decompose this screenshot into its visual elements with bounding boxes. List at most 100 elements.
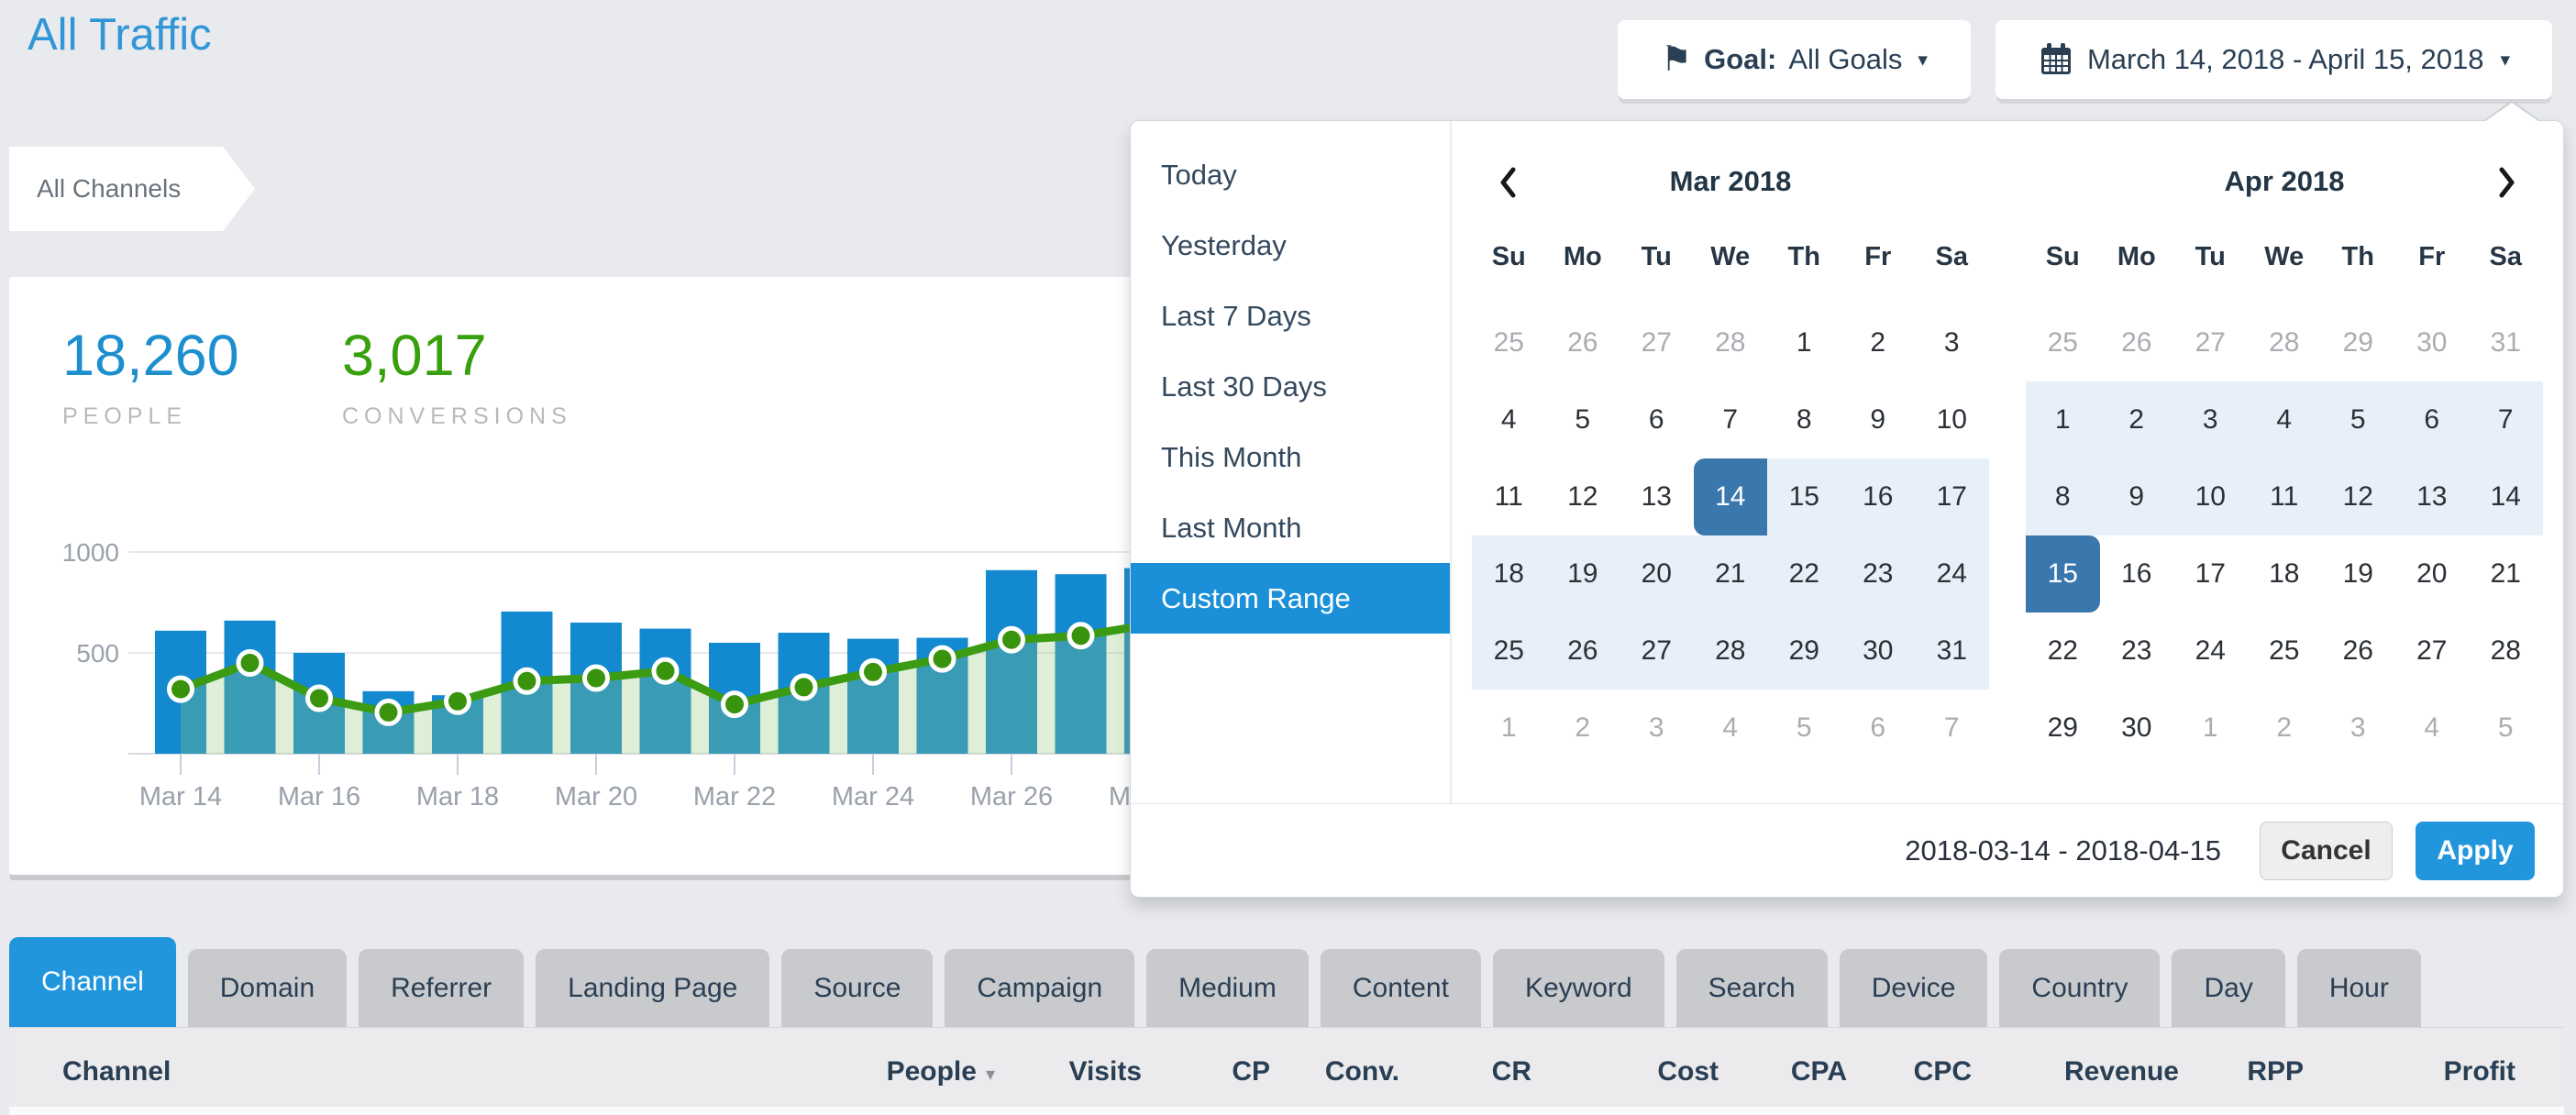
day-cell[interactable]: 28: [1715, 327, 1746, 358]
day-cell[interactable]: 22: [2047, 635, 2078, 666]
day-cell[interactable]: 31: [2490, 327, 2521, 358]
day-cell[interactable]: 1: [2202, 712, 2218, 743]
day-cell[interactable]: 2: [2276, 712, 2293, 743]
day-cell[interactable]: 13: [1641, 481, 1672, 512]
day-cell[interactable]: 23: [2121, 635, 2152, 666]
day-cell[interactable]: 25: [2047, 327, 2078, 358]
day-cell[interactable]: 25: [1493, 327, 1524, 358]
day-cell[interactable]: 9: [1870, 404, 1886, 435]
day-cell[interactable]: 24: [1915, 535, 1989, 613]
preset-last-7-days[interactable]: Last 7 Days: [1161, 300, 1311, 332]
day-cell[interactable]: 24: [2195, 635, 2226, 666]
day-cell[interactable]: 7: [1722, 404, 1739, 435]
day-cell[interactable]: 28: [2490, 635, 2521, 666]
day-cell[interactable]: 15: [2026, 535, 2100, 613]
preset-today[interactable]: Today: [1161, 159, 1237, 191]
day-cell[interactable]: 23: [1841, 535, 1915, 613]
day-cell[interactable]: 2: [1575, 712, 1591, 743]
apply-button[interactable]: Apply: [2416, 821, 2535, 880]
column-header-cpa[interactable]: CPA: [1719, 1056, 1847, 1087]
day-cell[interactable]: 1: [1796, 327, 1812, 358]
goal-selector-button[interactable]: ⚑ Goal: All Goals ▾: [1618, 20, 1971, 99]
day-cell[interactable]: 4: [2247, 381, 2321, 458]
day-cell[interactable]: 7: [2469, 381, 2543, 458]
tab-country[interactable]: Country: [1999, 949, 2161, 1027]
day-cell[interactable]: 11: [2247, 458, 2321, 535]
column-header-cp[interactable]: CP: [1142, 1056, 1270, 1087]
day-cell[interactable]: 1: [2026, 381, 2100, 458]
day-cell[interactable]: 5: [1575, 404, 1591, 435]
day-cell[interactable]: 14: [2469, 458, 2543, 535]
day-cell[interactable]: 19: [2342, 558, 2373, 589]
day-cell[interactable]: 8: [1796, 404, 1812, 435]
day-cell[interactable]: 10: [2173, 458, 2248, 535]
day-cell[interactable]: 12: [1567, 481, 1598, 512]
column-header-cost[interactable]: Cost: [1531, 1056, 1719, 1087]
day-cell[interactable]: 4: [2424, 712, 2440, 743]
day-cell[interactable]: 9: [2099, 458, 2173, 535]
day-cell[interactable]: 25: [1472, 613, 1546, 690]
day-cell[interactable]: 26: [1567, 327, 1598, 358]
day-cell[interactable]: 31: [1915, 613, 1989, 690]
preset-custom-range[interactable]: Custom Range: [1131, 563, 1450, 634]
day-cell[interactable]: 19: [1545, 535, 1620, 613]
day-cell[interactable]: 3: [1943, 327, 1960, 358]
day-cell[interactable]: 22: [1767, 535, 1841, 613]
day-cell[interactable]: 29: [2047, 712, 2078, 743]
preset-this-month[interactable]: This Month: [1161, 441, 1302, 473]
day-cell[interactable]: 16: [2121, 558, 2152, 589]
preset-last-month[interactable]: Last Month: [1161, 512, 1302, 544]
column-header-visits[interactable]: Visits: [995, 1056, 1143, 1087]
day-cell[interactable]: 8: [2026, 458, 2100, 535]
day-cell[interactable]: 1: [1500, 712, 1517, 743]
tab-campaign[interactable]: Campaign: [945, 949, 1135, 1027]
day-cell[interactable]: 5: [2497, 712, 2514, 743]
next-month-icon[interactable]: [2470, 165, 2543, 200]
day-cell[interactable]: 16: [1841, 458, 1915, 535]
day-cell[interactable]: 30: [2416, 327, 2448, 358]
day-cell[interactable]: 29: [1767, 613, 1841, 690]
day-cell[interactable]: 5: [2321, 381, 2395, 458]
tab-landing-page[interactable]: Landing Page: [536, 949, 770, 1027]
tab-hour[interactable]: Hour: [2296, 949, 2421, 1027]
day-cell[interactable]: 2: [1870, 327, 1886, 358]
prev-month-icon[interactable]: [1472, 165, 1545, 200]
day-cell[interactable]: 2: [2099, 381, 2173, 458]
day-cell[interactable]: 21: [2490, 558, 2521, 589]
day-cell[interactable]: 27: [2195, 327, 2226, 358]
day-cell[interactable]: 29: [2342, 327, 2373, 358]
day-cell[interactable]: 21: [1693, 535, 1767, 613]
day-cell[interactable]: 3: [1648, 712, 1664, 743]
day-cell[interactable]: 18: [1472, 535, 1546, 613]
day-cell[interactable]: 4: [1722, 712, 1739, 743]
day-cell[interactable]: 3: [2173, 381, 2248, 458]
day-cell[interactable]: 6: [2394, 381, 2469, 458]
day-cell[interactable]: 5: [1796, 712, 1812, 743]
day-cell[interactable]: 6: [1648, 404, 1664, 435]
day-cell[interactable]: 11: [1494, 481, 1523, 512]
tab-domain[interactable]: Domain: [187, 949, 348, 1027]
column-header-profit[interactable]: Profit: [2304, 1056, 2515, 1087]
day-cell[interactable]: 15: [1767, 458, 1841, 535]
column-header-channel[interactable]: Channel: [62, 1056, 793, 1087]
day-cell[interactable]: 14: [1693, 458, 1767, 535]
tab-channel[interactable]: Channel: [9, 937, 176, 1027]
day-cell[interactable]: 30: [1841, 613, 1915, 690]
date-range-button[interactable]: March 14, 2018 - April 15, 2018 ▾: [1996, 20, 2552, 99]
cancel-button[interactable]: Cancel: [2260, 821, 2393, 880]
day-cell[interactable]: 17: [2195, 558, 2226, 589]
preset-last-30-days[interactable]: Last 30 Days: [1161, 370, 1327, 403]
day-cell[interactable]: 4: [1500, 404, 1517, 435]
preset-yesterday[interactable]: Yesterday: [1161, 229, 1287, 261]
day-cell[interactable]: 17: [1915, 458, 1989, 535]
day-cell[interactable]: 27: [1620, 613, 1694, 690]
column-header-conv-[interactable]: Conv.: [1270, 1056, 1399, 1087]
day-cell[interactable]: 28: [2269, 327, 2300, 358]
day-cell[interactable]: 3: [2349, 712, 2366, 743]
column-header-rpp[interactable]: RPP: [2179, 1056, 2304, 1087]
tab-day[interactable]: Day: [2172, 949, 2285, 1027]
day-cell[interactable]: 30: [2121, 712, 2152, 743]
tab-content[interactable]: Content: [1320, 949, 1481, 1027]
day-cell[interactable]: 12: [2321, 458, 2395, 535]
tab-device[interactable]: Device: [1839, 949, 1988, 1027]
